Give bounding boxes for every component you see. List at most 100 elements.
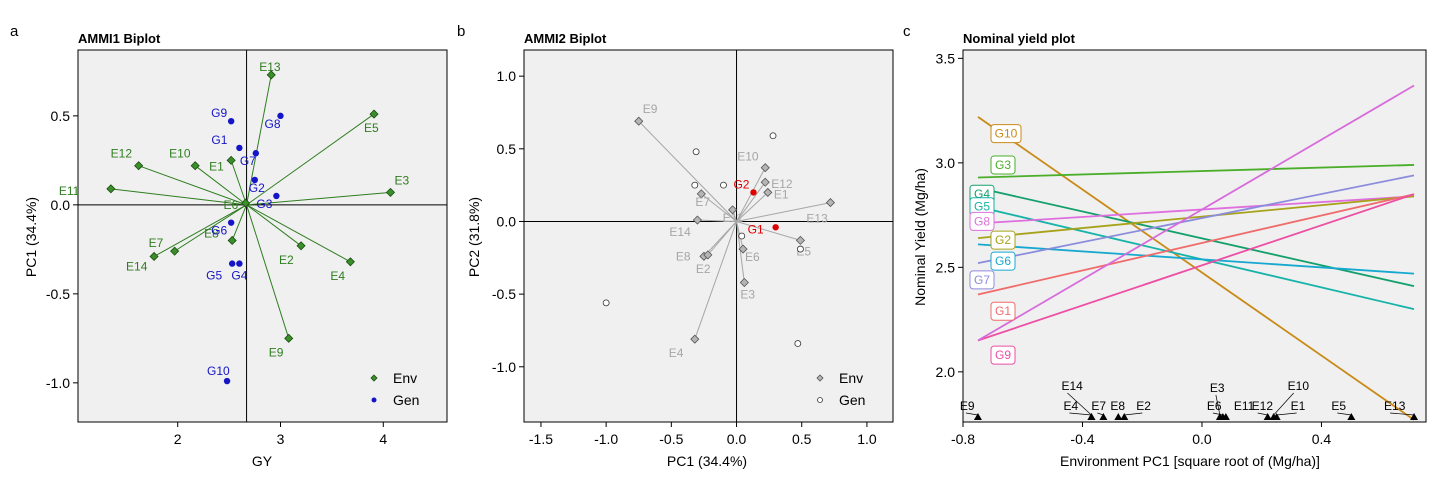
a-gen-label: G7 xyxy=(240,154,256,168)
a-env-label: E14 xyxy=(126,259,148,273)
c-env-marker xyxy=(1272,413,1281,420)
c-env-label: E2 xyxy=(1136,399,1151,413)
b-env-label: E10 xyxy=(737,150,759,164)
b-gen-highlight-point xyxy=(750,189,757,196)
a-env-point xyxy=(369,109,379,119)
panel-label-c: c xyxy=(903,23,911,40)
b-legend-env-label: Env xyxy=(839,370,863,386)
b-ytick-label: -0.5 xyxy=(492,286,516,302)
b-env-label: E4 xyxy=(669,346,684,360)
c-env-label: E11 xyxy=(1234,399,1255,413)
c-env-leader xyxy=(1212,412,1223,416)
c-series-label: G5 xyxy=(974,200,990,214)
c-series-label: G3 xyxy=(995,158,1011,172)
a-gen-label: G3 xyxy=(256,197,272,211)
a-env-point xyxy=(284,333,294,343)
a-gen-point xyxy=(252,150,260,157)
a-env-vector xyxy=(153,204,247,257)
a-env-vector xyxy=(194,165,247,206)
a-env-vector xyxy=(231,204,248,241)
chart-a-ylabel: PC1 (34.4%) xyxy=(23,197,39,277)
a-env-label: E11 xyxy=(59,184,80,198)
b-env-vector xyxy=(736,221,745,283)
c-series-line xyxy=(977,84,1415,342)
c-series-line xyxy=(977,193,1415,296)
c-env-leader xyxy=(1215,394,1221,416)
b-gen-point xyxy=(602,299,610,307)
c-xtick-label: -0.8 xyxy=(951,431,975,447)
c-env-marker xyxy=(973,413,982,420)
c-ytick-label: 2.5 xyxy=(936,259,956,275)
a-env-label: E6 xyxy=(224,198,239,212)
b-gen-point xyxy=(797,245,804,253)
a-env-label: E1 xyxy=(209,159,224,173)
a-gen-point xyxy=(251,176,258,184)
c-env-marker xyxy=(1410,413,1419,420)
a-env-label: E13 xyxy=(259,60,281,74)
c-series-label-box xyxy=(990,345,1016,365)
b-xtick-label: -0.5 xyxy=(659,431,683,447)
a-gen-point xyxy=(227,219,235,226)
b-env-point xyxy=(825,198,835,208)
c-env-leader xyxy=(965,412,978,416)
c-env-leader xyxy=(1276,412,1297,416)
c-series-label-box xyxy=(990,251,1016,271)
a-xtick-label: 3 xyxy=(277,431,285,447)
c-env-label: E14 xyxy=(1061,379,1083,393)
a-env-point xyxy=(190,161,200,171)
a-env-label: E9 xyxy=(269,345,284,359)
c-env-label: E10 xyxy=(1288,379,1310,393)
c-env-label: E8 xyxy=(1110,399,1125,413)
b-env-vector xyxy=(736,202,831,222)
a-env-label: E3 xyxy=(394,173,409,187)
a-env-label: E2 xyxy=(279,253,294,267)
b-ytick-label: 1.0 xyxy=(497,68,517,84)
c-series-label: G8 xyxy=(974,214,990,228)
panel-label-a: a xyxy=(10,23,19,40)
a-env-vector xyxy=(110,188,247,206)
c-env-marker xyxy=(1263,413,1272,420)
c-xtick-label: 0.0 xyxy=(1192,431,1212,447)
c-series-line xyxy=(977,174,1415,265)
c-series-label-box xyxy=(969,211,995,231)
b-ytick-label: 0.0 xyxy=(497,213,517,229)
chart-b-title: AMMI2 Biplot xyxy=(524,31,607,46)
a-legend-gen-label: Gen xyxy=(393,392,419,408)
b-xtick-label: 1.0 xyxy=(857,431,877,447)
a-gen-label: G8 xyxy=(264,117,280,131)
a-gen-label: G4 xyxy=(231,269,247,283)
b-gen-point xyxy=(794,340,802,347)
a-env-point xyxy=(240,198,251,208)
a-legend-env-key xyxy=(370,374,378,382)
c-series-label-box xyxy=(990,124,1022,144)
b-gen-point xyxy=(691,181,699,189)
chart-c-title: Nominal yield plot xyxy=(963,31,1076,46)
b-env-point xyxy=(690,334,700,344)
a-gen-point xyxy=(236,144,243,152)
c-env-marker xyxy=(1099,413,1108,420)
c-series-label: G1 xyxy=(995,304,1011,318)
a-xtick-label: 4 xyxy=(379,431,387,447)
a-env-vector xyxy=(138,165,247,206)
chart-c-ylabel: Nominal Yield (Mg/ha) xyxy=(912,168,928,306)
a-gen-point xyxy=(277,112,284,120)
c-series-label: G6 xyxy=(995,254,1011,268)
c-series-line xyxy=(977,187,1415,288)
a-env-point xyxy=(266,70,276,80)
a-env-point xyxy=(134,161,144,171)
b-env-vector xyxy=(736,181,766,222)
c-env-label: E3 xyxy=(1210,381,1225,395)
a-legend-env-label: Env xyxy=(393,370,417,386)
c-series-line xyxy=(977,164,1415,179)
a-env-vector xyxy=(230,160,248,206)
b-env-label: E6 xyxy=(745,250,760,264)
b-env-point xyxy=(692,215,702,225)
c-env-marker xyxy=(1087,413,1096,420)
c-env-leader xyxy=(1337,412,1352,416)
b-legend-gen-label: Gen xyxy=(839,392,865,408)
a-env-point xyxy=(226,155,236,165)
a-env-vector xyxy=(174,204,247,252)
a-plot-area xyxy=(77,49,448,423)
b-env-label: E8 xyxy=(676,249,691,263)
c-series-label-box xyxy=(990,301,1016,321)
